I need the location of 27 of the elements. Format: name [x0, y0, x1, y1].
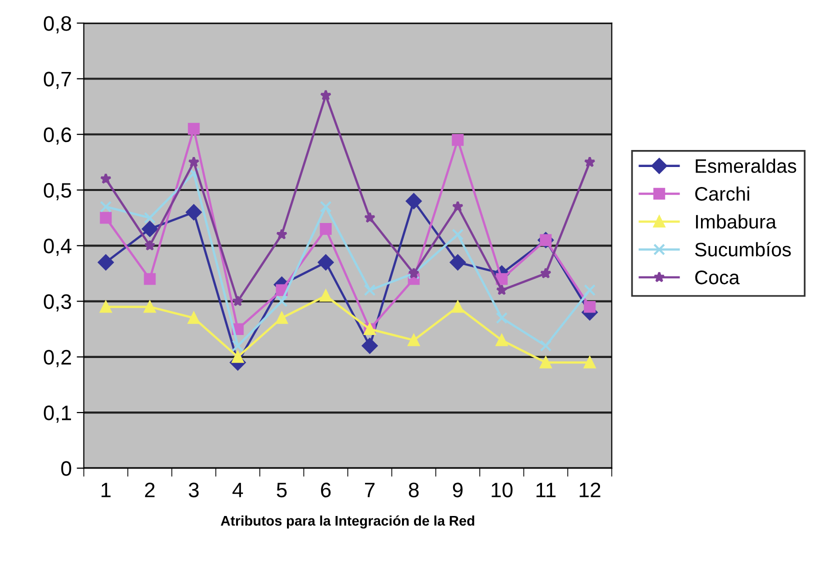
y-tick-label: 0,2	[44, 350, 71, 368]
y-tick-label: 0,5	[44, 183, 72, 200]
x-tick-label: 4	[232, 482, 243, 498]
y-tick-label: 0,3	[44, 294, 72, 312]
x-tick-label: 11	[536, 482, 556, 498]
y-tick-label: 0,7	[44, 72, 71, 89]
legend-label: Carchi	[695, 186, 750, 201]
x-axis-title: Atributos para la Integración de la Red	[220, 515, 474, 529]
legend-label: Coca	[695, 270, 740, 284]
y-tick-label: 0,6	[44, 127, 72, 145]
y-tick-label: 0,1	[44, 406, 71, 423]
y-tick-label: 0	[61, 461, 72, 476]
x-tick-label: 7	[365, 482, 375, 498]
legend-label: Imbabura	[696, 214, 776, 229]
x-tick-label: 5	[276, 482, 287, 498]
x-tick-label: 3	[188, 482, 199, 498]
x-tick-label: 8	[408, 482, 419, 498]
x-tick-label: 1	[102, 482, 111, 498]
legend-label: Sucumbíos	[695, 242, 791, 256]
x-tick-label: 9	[452, 482, 463, 498]
x-tick-label: 10	[492, 482, 513, 498]
y-tick-label: 0,4	[44, 238, 72, 256]
x-tick-label: 2	[145, 482, 155, 498]
x-tick-label: 12	[580, 482, 600, 498]
x-tick-label: 6	[321, 482, 331, 498]
legend-label: Esmeraldas	[696, 158, 796, 173]
y-tick-label: 0,8	[44, 16, 72, 34]
